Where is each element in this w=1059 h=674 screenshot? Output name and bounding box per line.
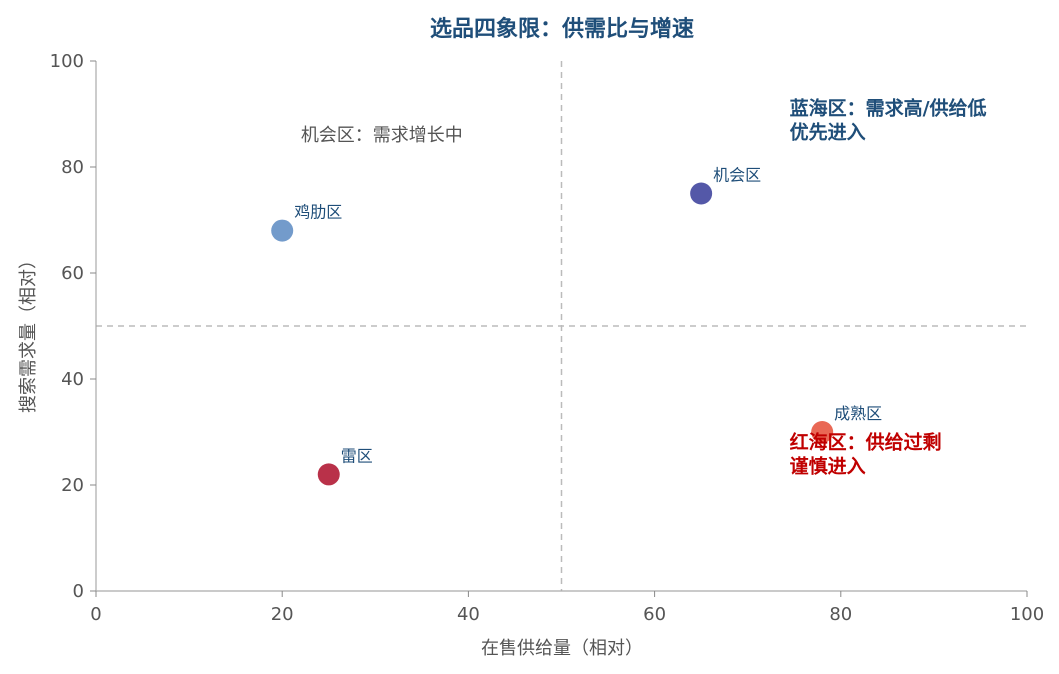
data-point — [271, 219, 294, 242]
y-tick-label: 60 — [61, 263, 84, 284]
x-tick-label: 40 — [457, 604, 480, 625]
quadrant-annotation: 蓝海区：需求高/供给低 — [790, 97, 987, 120]
chart-title: 选品四象限：供需比与增速 — [430, 16, 694, 42]
data-point — [811, 421, 834, 443]
data-point-label: 雷区 — [341, 446, 373, 465]
data-point — [690, 182, 713, 205]
quadrant-annotation: 红海区：供给过剩 — [790, 431, 942, 454]
x-tick-label: 100 — [1010, 604, 1044, 625]
data-point-label: 机会区 — [713, 166, 761, 185]
data-point-label: 成熟区 — [834, 404, 882, 423]
y-tick-label: 40 — [61, 369, 84, 390]
quadrant-annotation: 谨慎进入 — [790, 455, 866, 478]
x-tick-label: 60 — [643, 604, 666, 625]
axes: 0 20 40 60 80 100 0 20 40 60 80 100 — [50, 51, 1045, 625]
y-tick-label: 80 — [61, 157, 84, 178]
quadrant-annotation: 优先进入 — [790, 121, 866, 144]
x-tick-label: 0 — [90, 604, 101, 625]
y-tick-label: 100 — [50, 51, 84, 72]
data-point-label: 鸡肋区 — [294, 203, 342, 222]
y-tick-label: 0 — [73, 581, 84, 602]
x-tick-label: 80 — [829, 604, 852, 625]
y-tick-label: 20 — [61, 475, 84, 496]
y-axis-title: 搜索需求量（相对） — [18, 251, 39, 413]
x-axis-title: 在售供给量（相对） — [481, 638, 643, 659]
data-point — [317, 463, 340, 486]
reference-lines — [96, 61, 1027, 591]
x-tick-label: 20 — [271, 604, 294, 625]
quadrant-annotation: 机会区：需求增长中 — [301, 125, 463, 146]
